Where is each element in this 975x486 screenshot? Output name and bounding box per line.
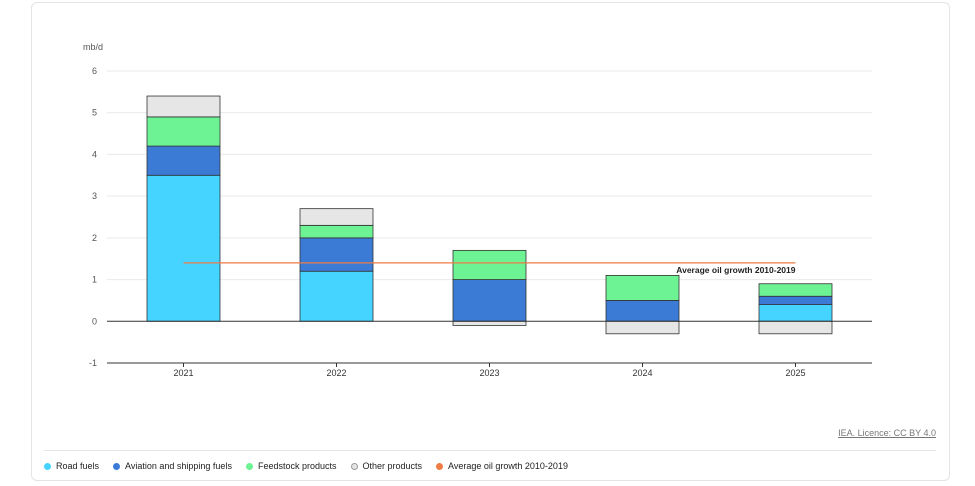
y-tick-label: 1: [92, 275, 97, 285]
bar-segment: [452, 320, 527, 326]
bar-segment: [758, 304, 833, 322]
legend-item-average-growth[interactable]: Average oil growth 2010-2019: [436, 461, 568, 471]
legend: Road fuels Aviation and shipping fuels F…: [44, 461, 568, 471]
x-tick-label: 2024: [632, 368, 652, 378]
bar-segment: [605, 274, 680, 301]
x-tick-label: 2022: [326, 368, 346, 378]
average-growth-label: Average oil growth 2010-2019: [676, 265, 795, 275]
legend-item-aviation-shipping[interactable]: Aviation and shipping fuels: [113, 461, 232, 471]
legend-swatch-aviation-shipping: [113, 462, 121, 470]
legend-label: Average oil growth 2010-2019: [448, 461, 568, 471]
legend-label: Aviation and shipping fuels: [125, 461, 232, 471]
bar-segment: [299, 270, 374, 322]
legend-label: Other products: [362, 461, 423, 471]
bar-segment: [299, 224, 374, 239]
bar-segment: [299, 237, 374, 272]
legend-swatch-road-fuels: [44, 462, 51, 470]
bar-segment: [605, 320, 680, 335]
x-tick-label: 2023: [479, 368, 499, 378]
legend-item-feedstock[interactable]: Feedstock products: [245, 461, 337, 471]
y-tick-label: 3: [92, 191, 97, 201]
bar-segment: [758, 295, 833, 305]
bar-segment: [452, 279, 527, 322]
x-tick-label: 2025: [785, 368, 805, 378]
y-tick-label: 5: [92, 108, 97, 118]
bar-segment: [146, 95, 221, 118]
legend-label: Feedstock products: [257, 461, 337, 471]
bar-segment: [758, 320, 833, 335]
legend-divider: [44, 450, 936, 451]
bar-segment: [452, 249, 527, 280]
legend-swatch-other-products: [350, 462, 358, 470]
x-tick-label: 2021: [173, 368, 193, 378]
bar-segment: [146, 145, 221, 176]
bar-segment: [758, 283, 833, 297]
y-tick-label: -1: [89, 358, 97, 368]
legend-label: Road fuels: [56, 461, 100, 471]
y-tick-label: 0: [92, 316, 97, 326]
legend-swatch-feedstock: [245, 462, 253, 470]
licence-link[interactable]: IEA. Licence: CC BY 4.0: [838, 428, 936, 438]
legend-item-road-fuels[interactable]: Road fuels: [44, 461, 99, 471]
y-axis-unit-label: mb/d: [83, 42, 104, 52]
y-tick-label: 2: [92, 233, 97, 243]
bar-segment: [605, 300, 680, 322]
bar-segment: [146, 116, 221, 147]
bar-segment: [146, 174, 221, 322]
legend-swatch-average-growth: [436, 462, 444, 470]
bar-segment: [299, 208, 374, 226]
legend-item-other-products[interactable]: Other products: [350, 461, 423, 471]
y-tick-label: 6: [92, 66, 97, 76]
y-tick-label: 4: [92, 149, 97, 159]
